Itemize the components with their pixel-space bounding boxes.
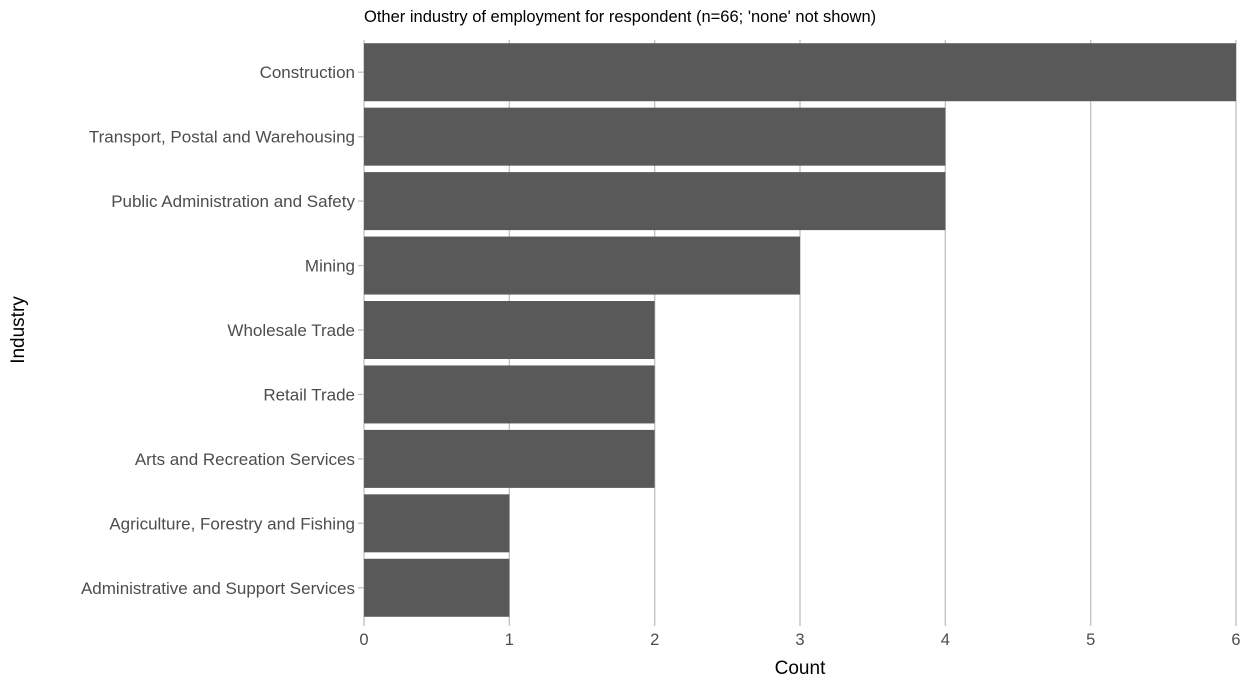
- y-tick-label: Construction: [260, 63, 355, 82]
- chart-title: Other industry of employment for respond…: [364, 8, 876, 26]
- bar: [364, 494, 510, 553]
- x-tick-label: 3: [795, 631, 804, 649]
- y-tick-layer: Construction Transport, Postal and Wareho…: [81, 63, 364, 598]
- x-tick-label: 0: [359, 631, 368, 649]
- y-tick-label: Transport, Postal and Warehousing: [89, 128, 355, 147]
- x-tick-label: 6: [1231, 631, 1240, 649]
- x-axis-title: Count: [775, 658, 826, 679]
- bar: [364, 429, 655, 488]
- y-tick-label: Agriculture, Forestry and Fishing: [109, 514, 355, 533]
- bar: [364, 558, 510, 617]
- bar: [364, 301, 655, 359]
- y-tick-label: Public Administration and Safety: [111, 192, 355, 211]
- bar-layer: [364, 43, 1236, 617]
- y-tick-label: Retail Trade: [263, 385, 355, 404]
- y-tick-label: Wholesale Trade: [227, 321, 355, 340]
- bar: [364, 43, 1236, 102]
- x-tick-label: 5: [1086, 631, 1095, 649]
- y-tick-label: Administrative and Support Services: [81, 579, 355, 598]
- x-tick-label: 1: [505, 631, 514, 649]
- bar: [364, 107, 946, 166]
- x-tick-label: 4: [941, 631, 950, 649]
- y-axis-title: Industry: [8, 296, 29, 364]
- x-tick-layer: 0 1 2 3 4 5 6: [359, 620, 1241, 649]
- x-tick-label: 2: [650, 631, 659, 649]
- bar: [364, 172, 946, 231]
- y-tick-label: Mining: [305, 257, 355, 276]
- bar: [364, 365, 655, 424]
- bar: [364, 236, 800, 295]
- y-tick-label: Arts and Recreation Services: [135, 450, 355, 469]
